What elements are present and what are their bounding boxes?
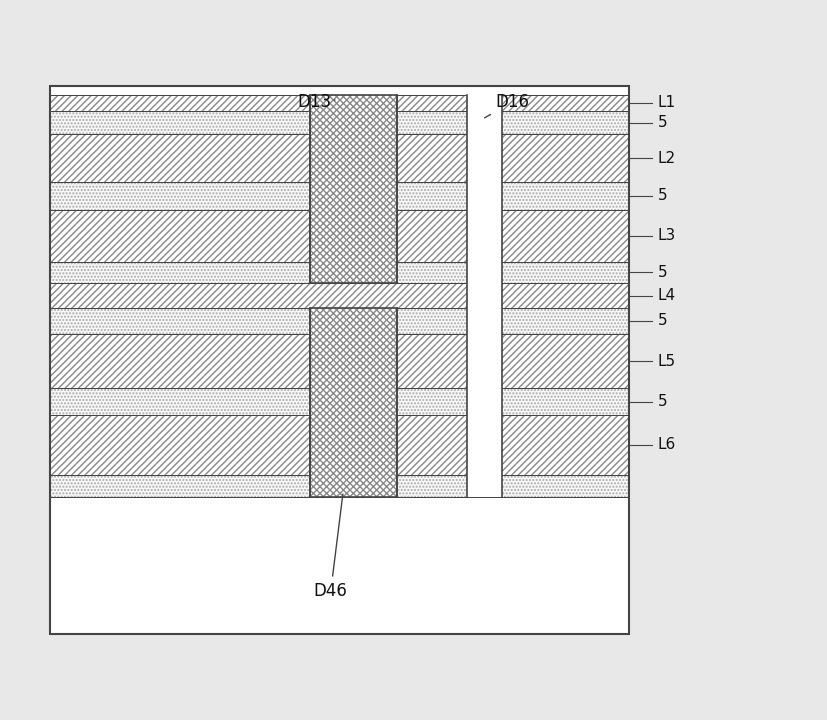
Text: L4: L4 — [657, 289, 676, 303]
Bar — [310, 308, 397, 497]
Bar — [50, 334, 629, 389]
Bar — [310, 308, 397, 497]
Bar — [50, 94, 629, 111]
Bar — [310, 308, 397, 497]
Text: D46: D46 — [314, 494, 347, 600]
Bar — [310, 94, 397, 284]
Text: L6: L6 — [657, 437, 676, 452]
Bar — [50, 111, 629, 134]
Bar — [50, 475, 629, 497]
Bar — [50, 308, 629, 334]
Text: D16: D16 — [485, 93, 530, 118]
Bar — [50, 334, 629, 389]
Bar — [467, 94, 502, 497]
Bar — [50, 111, 629, 134]
Text: L5: L5 — [657, 354, 676, 369]
Text: L1: L1 — [657, 95, 676, 110]
Bar — [50, 86, 629, 634]
Bar — [310, 94, 397, 284]
Bar — [50, 284, 629, 308]
Bar — [50, 389, 629, 415]
Bar — [50, 475, 629, 497]
Bar — [50, 261, 629, 284]
Text: L2: L2 — [657, 150, 676, 166]
Text: 5: 5 — [657, 115, 667, 130]
Bar — [50, 134, 629, 182]
Bar — [50, 134, 629, 182]
Text: 5: 5 — [657, 189, 667, 203]
Text: 5: 5 — [657, 265, 667, 280]
Text: D13: D13 — [297, 93, 335, 111]
Text: 5: 5 — [657, 394, 667, 409]
Bar — [50, 182, 629, 210]
Bar — [50, 86, 629, 634]
Bar — [50, 261, 629, 284]
Bar — [50, 415, 629, 475]
Bar — [50, 94, 629, 111]
Bar — [50, 182, 629, 210]
Bar — [50, 308, 629, 334]
Text: L3: L3 — [657, 228, 676, 243]
Bar — [310, 94, 397, 284]
Bar — [50, 389, 629, 415]
Text: 5: 5 — [657, 313, 667, 328]
Bar — [50, 210, 629, 261]
Bar — [50, 284, 629, 308]
Bar — [50, 415, 629, 475]
Bar — [50, 210, 629, 261]
